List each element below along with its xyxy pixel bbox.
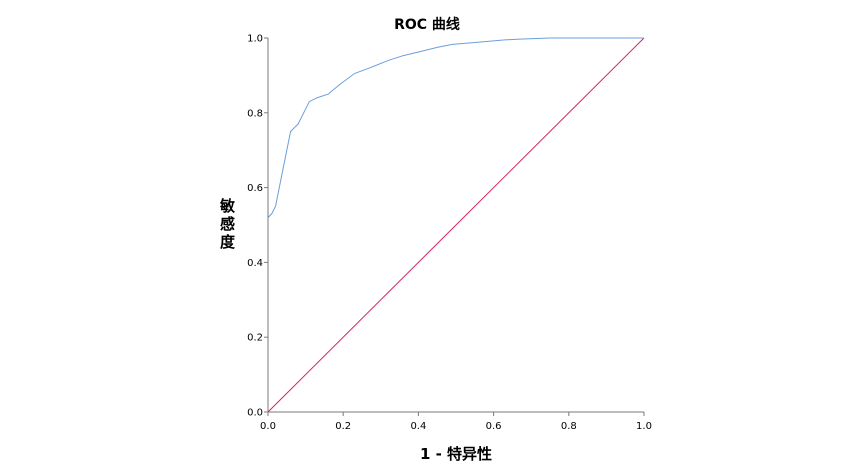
- y-tick-label: 0.6: [247, 183, 263, 194]
- x-tick-label: 1.0: [636, 421, 652, 432]
- y-axis-ticks: 0.0 0.2 0.4 0.6 0.8 1.0: [247, 34, 268, 419]
- x-axis-label: 1 - 特异性: [420, 445, 492, 463]
- y-tick-label: 0.8: [247, 108, 263, 119]
- plot-area: [267, 37, 645, 413]
- x-tick-label: 0.8: [561, 421, 577, 432]
- y-tick-label: 0.4: [247, 258, 263, 269]
- y-tick-label: 0.0: [247, 408, 263, 419]
- x-tick-label: 0.0: [260, 421, 276, 432]
- y-tick-label: 1.0: [247, 34, 263, 45]
- x-tick-label: 0.4: [410, 421, 426, 432]
- x-tick-label: 0.6: [486, 421, 502, 432]
- y-axis-label: 敏感度: [218, 197, 236, 252]
- x-tick-label: 0.2: [335, 421, 351, 432]
- reference-diagonal-line: [267, 37, 645, 413]
- y-tick-label: 0.2: [247, 333, 263, 344]
- x-axis-ticks: 0.0 0.2 0.4 0.6 0.8 1.0: [260, 412, 652, 432]
- roc-curve-line: [267, 37, 644, 412]
- chart-title: ROC 曲线: [394, 16, 460, 33]
